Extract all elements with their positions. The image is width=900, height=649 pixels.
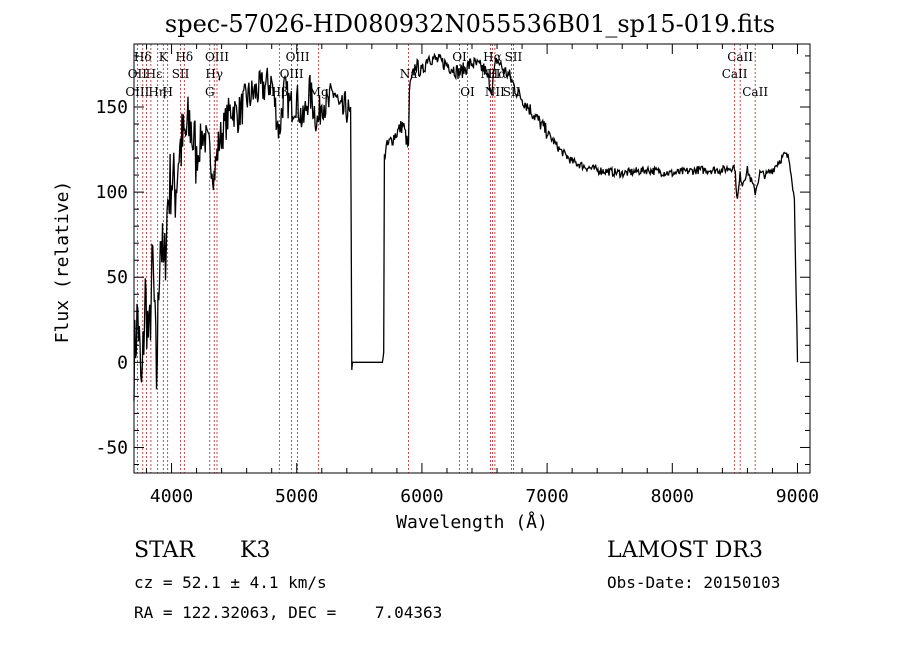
observation-date: Obs-Date: 20150103 <box>607 573 781 592</box>
redshift-velocity: cz = 52.1 ± 4.1 km/s <box>134 573 327 592</box>
line-label: Hγ <box>205 67 223 81</box>
line-label: SII <box>505 50 523 64</box>
line-label: K <box>159 50 169 64</box>
line-label: OIII <box>125 85 149 99</box>
x-tick-label: 6000 <box>400 486 443 507</box>
y-tick-label: 100 <box>95 182 128 203</box>
x-tick-label: 7000 <box>525 486 568 507</box>
line-label: Hε <box>146 67 163 81</box>
plot-frame <box>133 43 811 474</box>
line-label: Mg <box>309 85 329 99</box>
survey-name: LAMOST DR3 <box>607 538 763 563</box>
line-label: SII <box>172 67 190 81</box>
line-label: OI <box>452 50 467 64</box>
spectral-line-markers <box>136 44 756 473</box>
x-axis-label: Wavelength (Å) <box>396 511 548 533</box>
x-tick-label: 8000 <box>651 486 694 507</box>
line-label: OI <box>460 85 475 99</box>
object-subclass: K3 <box>240 538 271 563</box>
line-label: Hδ <box>134 50 152 64</box>
line-label: Hδ <box>175 50 193 64</box>
line-label: OIII <box>205 50 229 64</box>
y-tick-label: 0 <box>117 352 128 373</box>
line-label: CaII <box>727 50 753 64</box>
y-tick-label: 50 <box>106 267 128 288</box>
coordinates: RA = 122.32063, DEC = 7.04363 <box>134 603 443 622</box>
y-tick-label: -50 <box>95 437 128 458</box>
line-label: H <box>162 85 172 99</box>
x-tick-label: 9000 <box>776 486 819 507</box>
chart-title: spec-57026-HD080932N055536B01_sp15-019.f… <box>165 10 775 38</box>
line-label: OIII <box>280 67 304 81</box>
line-label: OII <box>128 67 148 81</box>
x-tick-label: 5000 <box>275 486 318 507</box>
line-label: CaII <box>722 67 748 81</box>
line-label: OIII <box>286 50 310 64</box>
object-type: STAR <box>134 538 195 563</box>
y-tick-label: 150 <box>95 97 128 118</box>
axis-ticks: 4000 5000 6000 7000 8000 9000 -50 0 50 100 150 <box>95 44 819 507</box>
spectrum-line <box>133 52 799 401</box>
x-tick-label: 4000 <box>150 486 193 507</box>
line-label: G <box>205 85 215 99</box>
y-axis-label: Flux (relative) <box>52 181 73 344</box>
line-label: Hη <box>148 85 166 99</box>
line-label: CaII <box>742 85 768 99</box>
